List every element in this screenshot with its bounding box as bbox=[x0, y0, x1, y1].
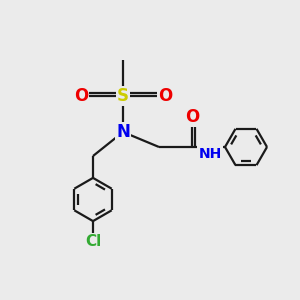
Text: Cl: Cl bbox=[85, 234, 101, 249]
Text: O: O bbox=[74, 87, 88, 105]
Text: O: O bbox=[185, 108, 199, 126]
Text: S: S bbox=[117, 87, 129, 105]
Text: O: O bbox=[158, 87, 172, 105]
Text: NH: NH bbox=[198, 147, 222, 160]
Text: N: N bbox=[116, 123, 130, 141]
